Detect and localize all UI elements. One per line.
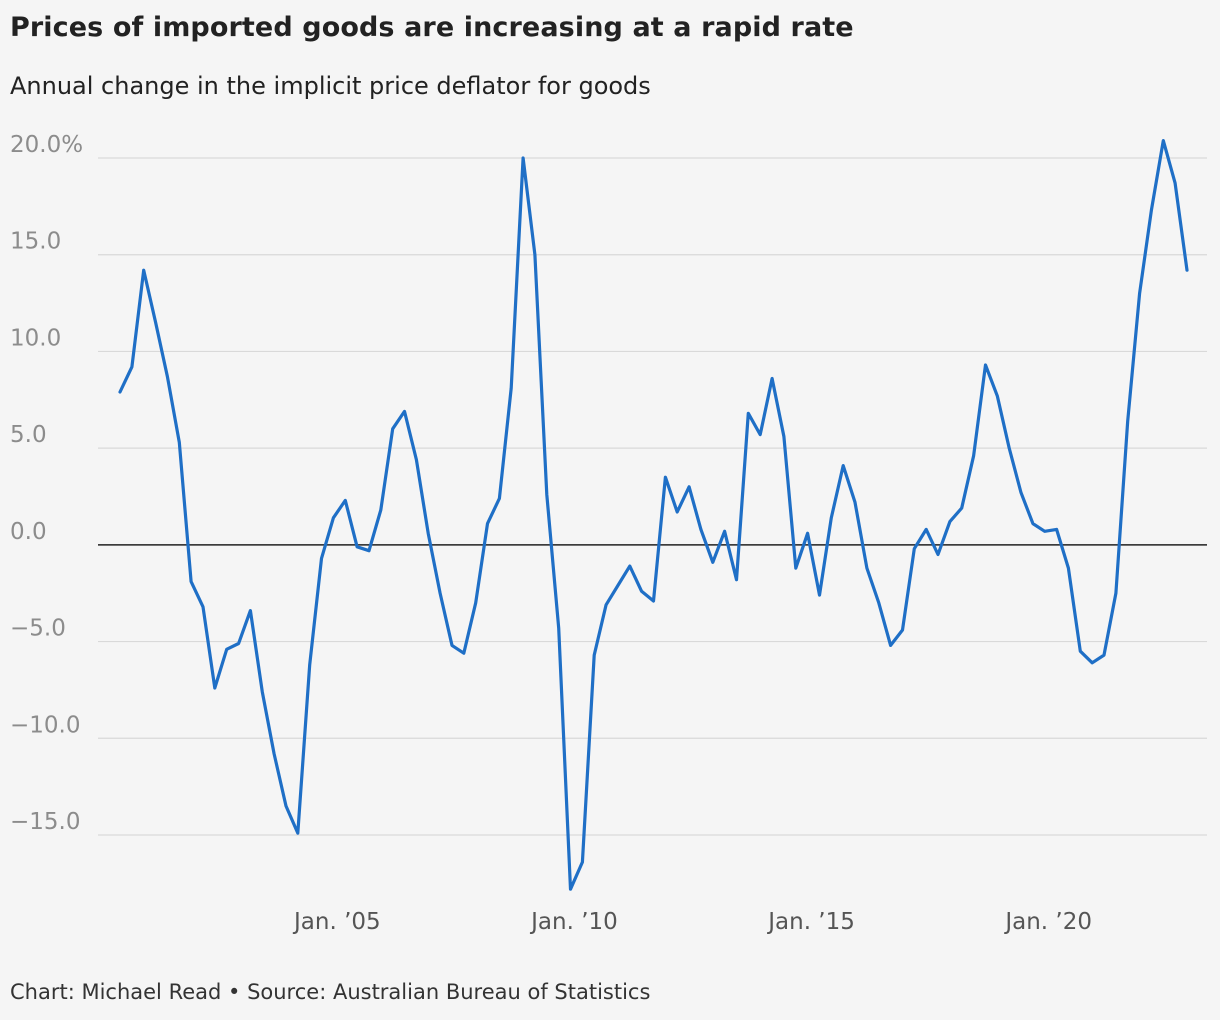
x-tick-label: Jan. ’20 [1003,909,1092,935]
y-tick-label: −10.0 [10,712,80,738]
y-tick-label: 15.0 [10,229,61,255]
x-tick-label: Jan. ’10 [529,909,618,935]
series-line [118,139,1189,891]
gridlines [98,157,1207,836]
y-tick-label: 0.0 [10,519,47,545]
y-tick-label: 20.0% [10,132,83,158]
y-axis-ticks: 20.0% 15.0 10.0 5.0 0.0 −5.0 −10.0 −15.0 [10,132,83,835]
chart-title: Prices of imported goods are increasing … [10,12,854,43]
y-tick-label: −5.0 [10,616,66,642]
x-tick-label: Jan. ’05 [292,909,381,935]
x-tick-label: Jan. ’15 [766,909,855,935]
line-chart: 20.0% 15.0 10.0 5.0 0.0 −5.0 −10.0 −15.0 Jan. ’… [10,132,1207,935]
data-points [119,140,1188,890]
y-tick-label: 5.0 [10,422,47,448]
y-tick-label: 10.0 [10,325,61,351]
y-tick-label: −15.0 [10,809,80,835]
chart-source-credit: Chart: Michael Read • Source: Australian… [10,980,651,1004]
chart-subtitle: Annual change in the implicit price defl… [10,72,651,100]
x-axis-ticks: Jan. ’05 Jan. ’10 Jan. ’15 Jan. ’20 [292,909,1092,935]
